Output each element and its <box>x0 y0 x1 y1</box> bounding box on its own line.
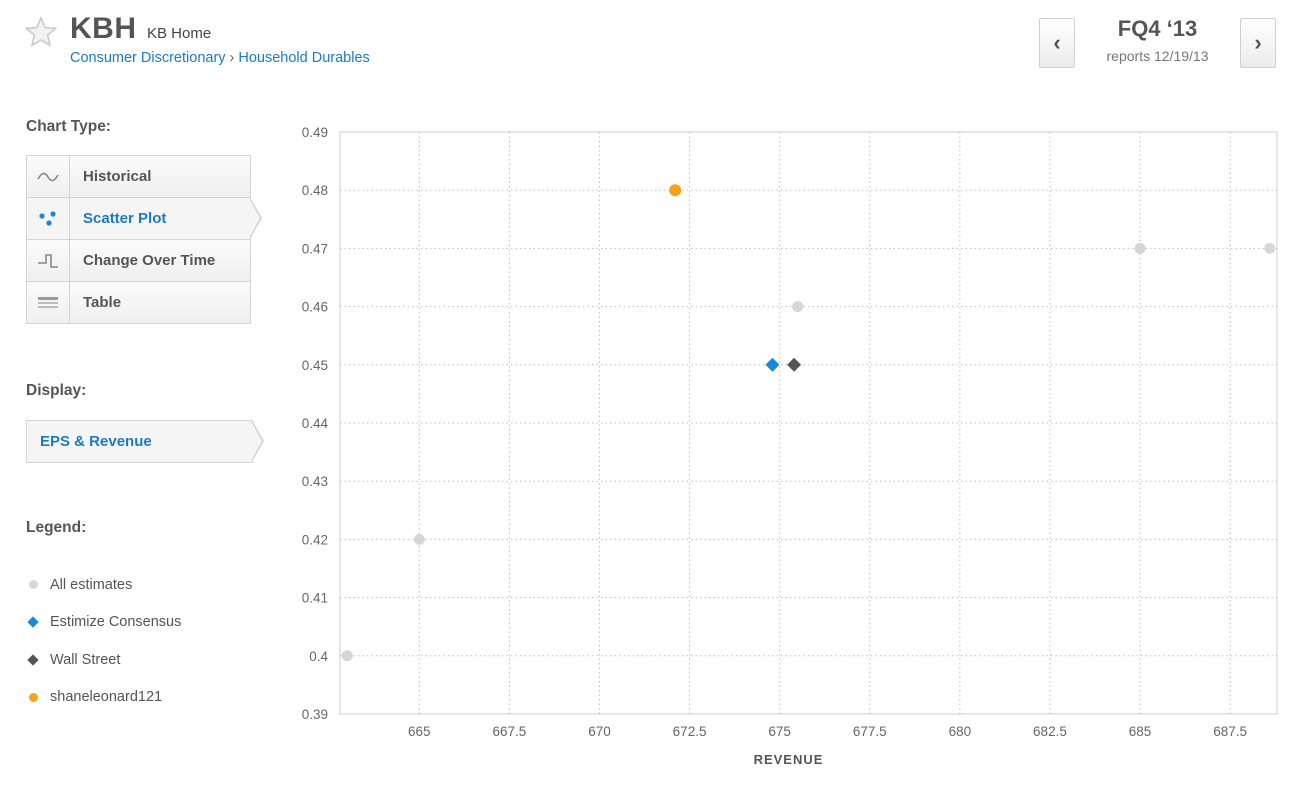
breadcrumb-separator: › <box>229 50 235 66</box>
x-tick-label: 670 <box>588 724 611 739</box>
display-value: EPS & Revenue <box>40 433 152 450</box>
chart-type-scatter-plot[interactable]: Scatter Plot <box>26 197 262 239</box>
legend-label: shaneleonard121 <box>50 689 163 706</box>
y-tick-label: 0.45 <box>302 358 328 373</box>
display-selector[interactable]: EPS & Revenue <box>26 420 264 463</box>
legend-label: Wall Street <box>50 651 121 668</box>
chevron-right-icon: › <box>1254 30 1262 55</box>
legend-item-wall-street: Wall Street <box>26 641 181 679</box>
chart-type-change-over-time[interactable]: Change Over Time <box>26 239 251 281</box>
x-axis-title: REVENUE <box>754 752 824 767</box>
y-tick-label: 0.41 <box>302 591 328 606</box>
wave-icon <box>27 156 70 197</box>
data-point <box>792 301 804 313</box>
legend-item-shaneleonard121: shaneleonard121 <box>26 679 181 717</box>
y-tick-label: 0.48 <box>302 183 328 198</box>
x-tick-label: 677.5 <box>853 724 887 739</box>
chart-type-heading: Chart Type: <box>26 118 111 135</box>
legend-label: All estimates <box>50 576 133 593</box>
data-point <box>669 184 682 197</box>
chart-type-historical[interactable]: Historical <box>26 155 251 197</box>
legend-item-estimize-consensus: Estimize Consensus <box>26 604 181 642</box>
star-icon[interactable] <box>25 16 57 48</box>
chart-type-table[interactable]: Table <box>26 281 251 324</box>
chevron-left-icon: ‹ <box>1053 30 1061 55</box>
x-tick-label: 665 <box>408 724 431 739</box>
x-tick-label: 667.5 <box>492 724 526 739</box>
ticker-symbol: KBH <box>70 12 137 45</box>
table-icon <box>27 282 70 323</box>
dot-icon <box>26 578 40 592</box>
data-point <box>765 357 780 372</box>
chart-type-label: Change Over Time <box>83 252 216 269</box>
chart-type-list: Historical Scatter Plot Change Over Time… <box>26 155 262 324</box>
breadcrumb-industry-link[interactable]: Household Durables <box>238 50 370 66</box>
next-period-button[interactable]: › <box>1240 18 1276 68</box>
legend-item-all-estimates: All estimates <box>26 566 181 604</box>
x-tick-label: 687.5 <box>1213 724 1247 739</box>
legend-heading: Legend: <box>26 519 87 536</box>
prev-period-button[interactable]: ‹ <box>1039 18 1075 68</box>
y-tick-label: 0.42 <box>302 532 328 547</box>
x-tick-label: 680 <box>949 724 972 739</box>
y-tick-label: 0.47 <box>302 241 328 256</box>
chart-type-label: Historical <box>83 168 152 185</box>
fiscal-period: FQ4 ‘13 <box>1117 16 1198 41</box>
step-icon <box>27 240 70 281</box>
y-tick-label: 0.39 <box>302 707 328 722</box>
data-point <box>787 357 802 372</box>
report-date: reports 12/19/13 <box>1106 48 1209 64</box>
data-point <box>413 533 425 545</box>
x-tick-label: 672.5 <box>673 724 707 739</box>
data-point <box>1264 242 1276 254</box>
y-tick-label: 0.43 <box>302 474 328 489</box>
x-tick-label: 675 <box>768 724 791 739</box>
chart-type-label: Scatter Plot <box>83 210 167 227</box>
x-tick-label: 682.5 <box>1033 724 1067 739</box>
y-tick-label: 0.44 <box>302 416 329 431</box>
y-tick-label: 0.4 <box>309 649 328 664</box>
data-point <box>341 650 353 662</box>
diamond-icon <box>26 615 40 629</box>
company-name: KB Home <box>147 25 212 42</box>
y-tick-label: 0.46 <box>302 300 328 315</box>
y-tick-label: 0.49 <box>302 125 328 140</box>
breadcrumb: Consumer Discretionary › Household Durable… <box>70 50 370 66</box>
breadcrumb-sector-link[interactable]: Consumer Discretionary <box>70 50 226 66</box>
diamond-icon <box>26 653 40 667</box>
legend: All estimates Estimize Consensus Wall St… <box>26 566 181 716</box>
scatter-chart: 0.39 0.4 0.41 0.42 0.43 0.44 0.45 0.46 0.47 0.48 0… <box>302 125 1278 767</box>
chart-type-label: Table <box>83 294 122 311</box>
legend-label: Estimize Consensus <box>50 614 182 631</box>
display-heading: Display: <box>26 382 87 399</box>
dot-icon <box>26 690 40 704</box>
data-point <box>1134 242 1146 254</box>
x-tick-label: 685 <box>1129 724 1152 739</box>
scatter-icon <box>27 198 70 239</box>
